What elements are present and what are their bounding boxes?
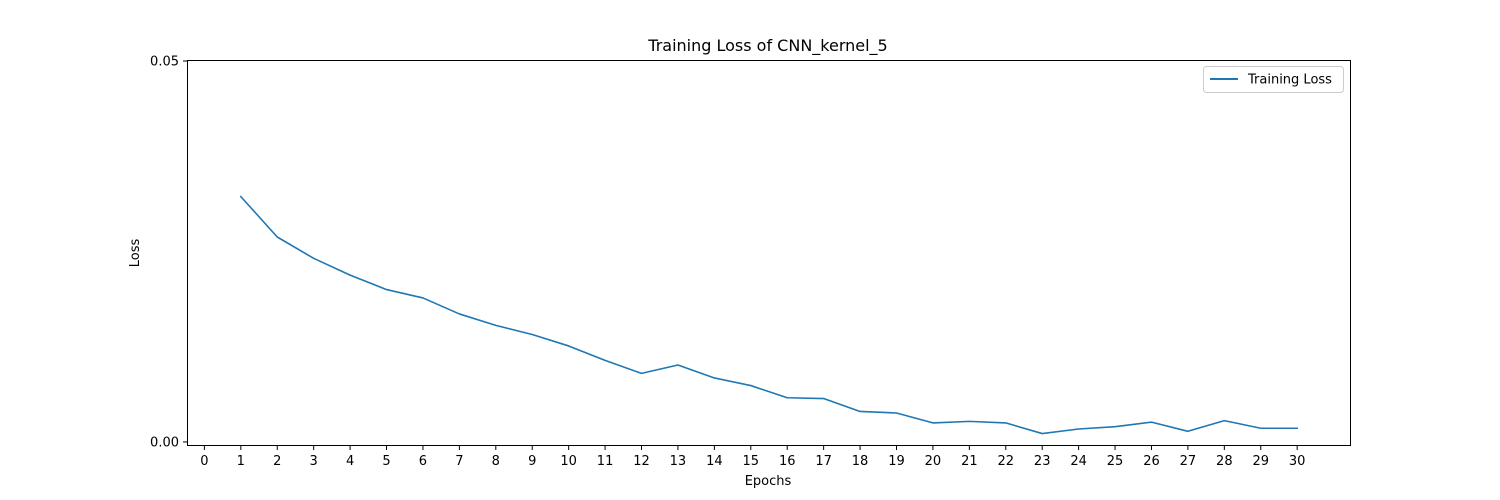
x-tick-label: 17 (815, 454, 832, 469)
x-tick-label: 16 (779, 454, 796, 469)
x-tick-label: 5 (382, 454, 390, 469)
y-tick-label: 0.00 (150, 435, 179, 450)
chart-title: Training Loss of CNN_kernel_5 (647, 36, 887, 56)
x-tick-label: 30 (1289, 454, 1306, 469)
plot-frame (187, 60, 1351, 446)
x-tick-label: 22 (997, 454, 1014, 469)
x-tick-label: 19 (888, 454, 905, 469)
legend: Training Loss (1203, 66, 1344, 93)
x-tick-label: 3 (310, 454, 318, 469)
x-tick-label: 18 (852, 454, 869, 469)
x-tick-label: 8 (492, 454, 500, 469)
legend-box (1203, 66, 1344, 93)
x-tick-label: 1 (237, 454, 245, 469)
x-tick-label: 23 (1034, 454, 1051, 469)
x-tick-label: 20 (925, 454, 942, 469)
x-tick-label: 26 (1143, 454, 1160, 469)
axes: 0 1 2 3 4 5 6 7 8 9 10 11 12 13 14 15 16 17 18 19 20 21 22 23 24… (150, 55, 1305, 470)
x-tick-label: 11 (597, 454, 614, 469)
x-tick-label: 15 (743, 454, 760, 469)
x-tick-label: 10 (560, 454, 577, 469)
legend-label: Training Loss (1247, 73, 1332, 88)
x-tick-label: 14 (706, 454, 723, 469)
x-tick-label: 12 (633, 454, 650, 469)
x-tick-label: 13 (670, 454, 687, 469)
x-tick-label: 2 (273, 454, 281, 469)
x-tick-label: 24 (1070, 454, 1087, 469)
series-line-training-loss (239, 195, 1298, 435)
x-tick-label: 28 (1216, 454, 1233, 469)
x-axis-label: Epochs (745, 474, 792, 489)
x-tick-label: 27 (1180, 454, 1197, 469)
y-tick-label: 0.05 (150, 55, 179, 70)
x-tick-label: 21 (961, 454, 978, 469)
x-tick-label: 25 (1107, 454, 1124, 469)
y-axis-label: Loss (128, 239, 143, 268)
x-tick-label: 0 (200, 454, 208, 469)
x-tick-label: 4 (346, 454, 354, 469)
x-tick-label: 7 (455, 454, 463, 469)
x-tick-label: 29 (1252, 454, 1269, 469)
series-layer (239, 195, 1298, 435)
x-tick-label: 9 (528, 454, 536, 469)
x-tick-label: 6 (419, 454, 427, 469)
